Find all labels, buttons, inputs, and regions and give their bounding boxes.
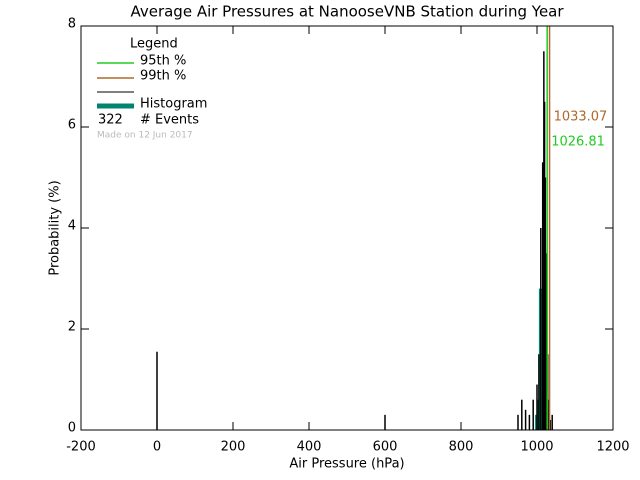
chart-title: Average Air Pressures at NanooseVNB Stat… (130, 3, 564, 21)
x-tick-label: 800 (449, 440, 474, 455)
percentile-label: 1033.07 (554, 110, 608, 125)
histogram-bar (535, 414, 537, 430)
y-axis-label: Probability (%) (48, 180, 63, 275)
x-tick-label: -200 (66, 440, 96, 455)
histogram-bar (540, 288, 543, 430)
y-tick-label: 4 (68, 219, 76, 234)
legend-label: 99th % (140, 69, 186, 84)
y-tick-label: 6 (68, 118, 76, 133)
legend-events-count: 322 (98, 113, 123, 128)
note: Made on 12 Jun 2017 (97, 131, 193, 141)
histogram-bar (538, 288, 541, 430)
x-tick-label: 200 (221, 440, 246, 455)
legend-title: Legend (130, 37, 178, 52)
x-tick-label: 600 (373, 440, 398, 455)
y-tick-label: 8 (68, 17, 76, 32)
x-tick-label: 400 (297, 440, 322, 455)
histogram-bar (537, 399, 539, 430)
y-tick-label: 0 (68, 421, 76, 436)
legend-label: 95th % (140, 54, 186, 69)
percentile-label: 1026.81 (551, 135, 605, 150)
x-tick-label: 1000 (520, 440, 553, 455)
legend-label: Histogram (140, 97, 207, 112)
x-tick-label: 1200 (596, 440, 629, 455)
x-tick-label: 0 (153, 440, 161, 455)
x-axis-label: Air Pressure (hPa) (289, 457, 404, 472)
y-tick-label: 2 (68, 320, 76, 335)
legend-events-label: # Events (140, 113, 199, 128)
